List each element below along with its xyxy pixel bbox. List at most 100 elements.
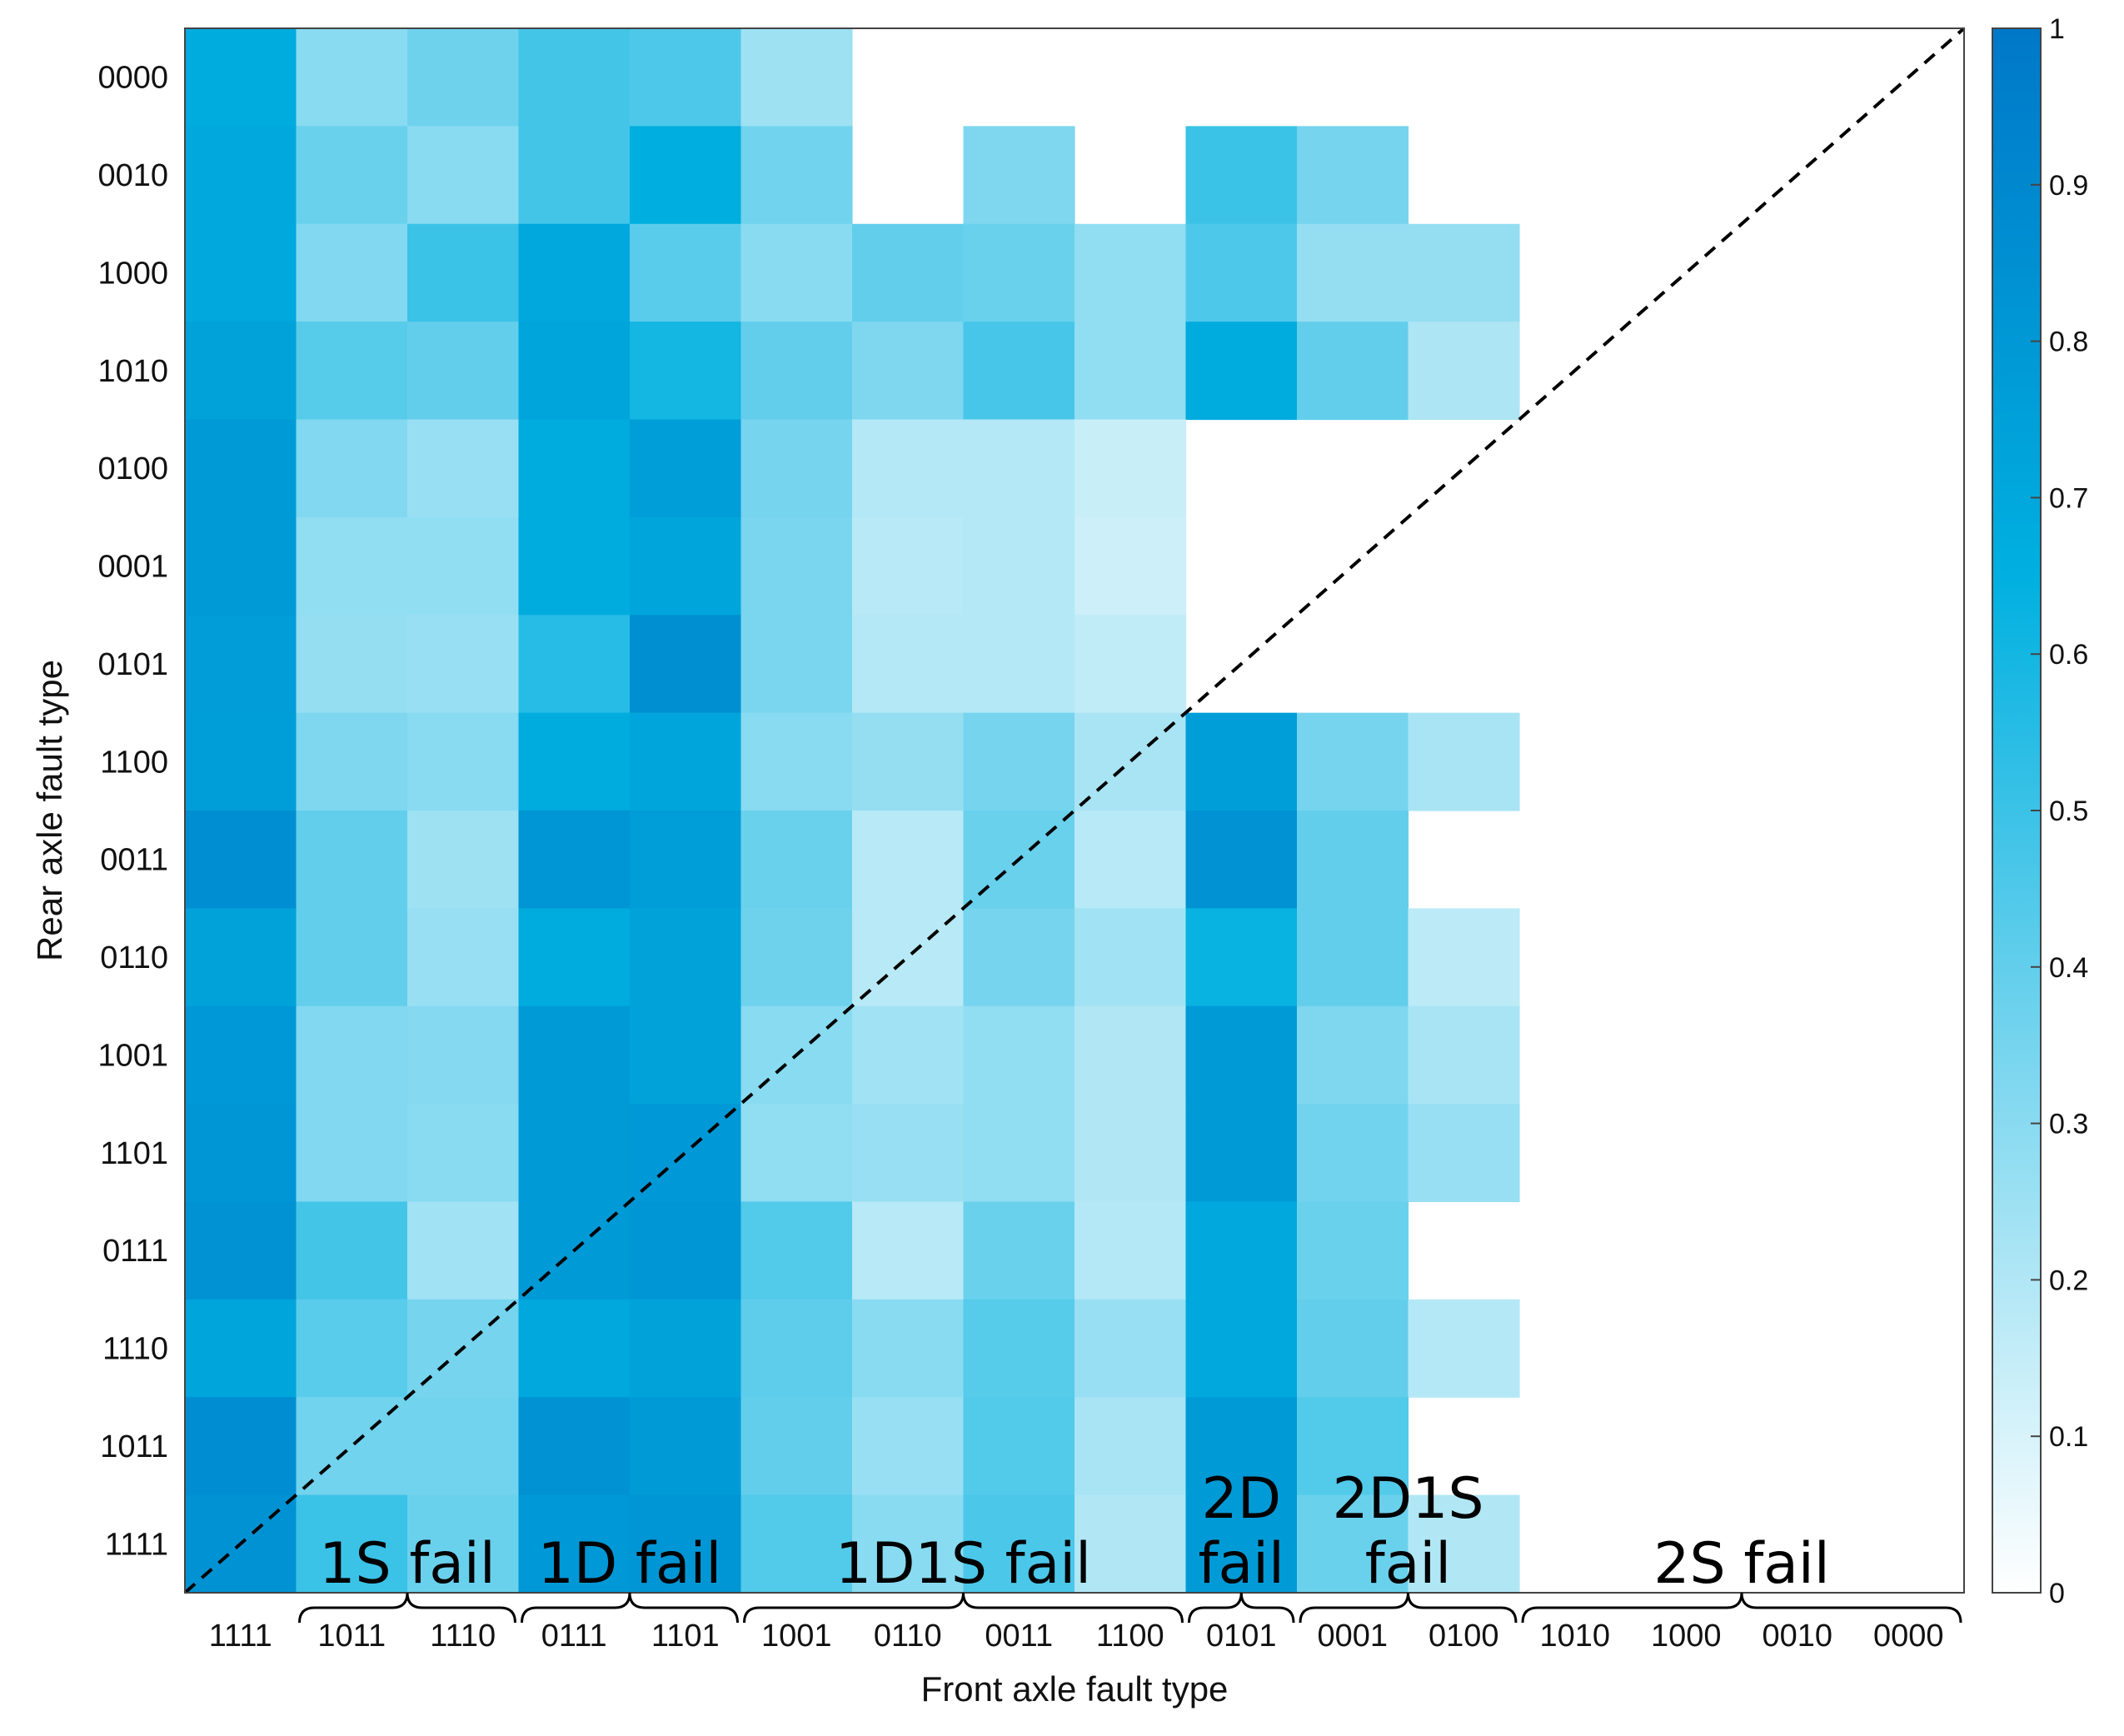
- heatmap-cell: [1408, 908, 1520, 1007]
- heatmap-cell: [852, 1299, 965, 1398]
- x-tick-label: 1010: [1539, 1619, 1610, 1654]
- colorbar-tick-label: 0.5: [2049, 796, 2088, 827]
- heatmap-cell: [185, 1005, 297, 1105]
- heatmap-cell: [1297, 1104, 1409, 1203]
- heatmap-cell: [1074, 223, 1187, 322]
- heatmap-cell: [1185, 1397, 1298, 1496]
- heatmap-cell: [296, 419, 408, 518]
- heatmap-cell: [740, 419, 853, 518]
- colorbar-tick-label: 1: [2049, 13, 2065, 45]
- heatmap-cell: [1297, 1299, 1409, 1398]
- group-brace: [1188, 1592, 1295, 1624]
- heatmap-cell: [518, 908, 631, 1007]
- heatmap-cell: [1185, 1201, 1298, 1300]
- x-tick-label: 0011: [985, 1619, 1053, 1654]
- heatmap-cell: [740, 1494, 853, 1594]
- heatmap-cell: [630, 1397, 742, 1496]
- group-brace: [298, 1592, 516, 1624]
- colorbar-tick-label: 0.7: [2049, 482, 2088, 514]
- heatmap-cell: [1408, 1299, 1520, 1398]
- x-tick-label: 0111: [541, 1619, 607, 1654]
- heatmap-cell: [740, 1201, 853, 1300]
- heatmap-cell: [407, 516, 520, 616]
- colorbar-tick-label: 0.2: [2049, 1265, 2088, 1296]
- colorbar-ticks: 0 0.1 0.2 0.3 0.4 0.5 0.6 0.7 0.8 0.9 1: [2031, 13, 2088, 1609]
- heatmap-cell: [1408, 1494, 1520, 1594]
- heatmap-cell: [185, 1299, 297, 1398]
- y-tick-label: 1101: [100, 1136, 168, 1171]
- group-brace: [743, 1592, 1184, 1624]
- group-braces: [298, 1592, 1962, 1624]
- x-tick-label: 1000: [1651, 1619, 1722, 1654]
- colorbar-tick-label: 0.9: [2049, 170, 2088, 202]
- heatmap-cell: [740, 516, 853, 616]
- heatmap-cell: [296, 615, 408, 714]
- group-brace: [1521, 1592, 1962, 1624]
- heatmap-cell: [740, 712, 853, 811]
- group-brace: [521, 1592, 739, 1624]
- heatmap-cell: [1074, 615, 1187, 714]
- x-tick-label: 1101: [651, 1619, 720, 1654]
- heatmap-cell: [185, 516, 297, 616]
- x-tick-label: 1111: [209, 1619, 272, 1654]
- colorbar-tick-label: 0.1: [2049, 1421, 2088, 1453]
- colorbar-tick-label: 0: [2049, 1578, 2065, 1609]
- heatmap-cell: [630, 811, 742, 909]
- heatmap-cell: [518, 1494, 631, 1594]
- heatmap-cell: [1074, 908, 1187, 1007]
- y-tick-label: 0101: [97, 647, 168, 682]
- heatmap-cell: [185, 811, 297, 909]
- heatmap-cell: [963, 223, 1075, 322]
- heatmap-cell: [518, 1005, 631, 1105]
- heatmap-cell: [1408, 1104, 1520, 1203]
- heatmap-cell: [1297, 126, 1409, 225]
- y-tick-label: 1110: [102, 1332, 168, 1367]
- x-tick-label: 1001: [761, 1619, 832, 1654]
- colorbar-tick-label: 0.4: [2049, 952, 2088, 984]
- heatmap-cell: [1074, 516, 1187, 616]
- heatmap-cell: [1074, 1104, 1187, 1203]
- plot-frame: [184, 27, 1965, 1594]
- heatmap-cell: [296, 908, 408, 1007]
- heatmap-cell: [518, 516, 631, 616]
- heatmap-cell: [963, 516, 1075, 616]
- group-label: 1S fail: [319, 1531, 495, 1597]
- heatmap-cell: [407, 126, 520, 225]
- heatmap-cell: [630, 223, 742, 322]
- heatmap-cell: [1074, 419, 1187, 518]
- heatmap-cell: [1185, 1005, 1298, 1105]
- heatmap-cell: [407, 322, 520, 421]
- heatmap-cell: [407, 1494, 520, 1594]
- heatmap-cell: [518, 1299, 631, 1398]
- heatmap-cell: [407, 1104, 520, 1203]
- heatmap-cell: [1297, 811, 1409, 909]
- y-tick-label: 1111: [105, 1527, 168, 1562]
- heatmap-cell: [630, 615, 742, 714]
- heatmap-cell: [185, 1397, 297, 1496]
- x-tick-label: 1110: [430, 1619, 496, 1654]
- heatmap-cell: [185, 615, 297, 714]
- heatmap-cell: [740, 1299, 853, 1398]
- heatmap-cell: [407, 1201, 520, 1300]
- y-tick-label: 0100: [97, 451, 168, 486]
- heatmap-cell: [630, 516, 742, 616]
- heatmap-cell: [963, 615, 1075, 714]
- heatmap-cell: [963, 419, 1075, 518]
- heatmap-cell: [740, 1104, 853, 1203]
- heatmap-cell: [1297, 1397, 1409, 1496]
- y-tick-label: 1000: [97, 256, 168, 291]
- heatmap-cell: [1074, 1397, 1187, 1496]
- heatmap-cell: [296, 811, 408, 909]
- heatmap-cell: [852, 1005, 965, 1105]
- y-tick-label: 1100: [100, 745, 168, 780]
- heatmap-cell: [1297, 1494, 1409, 1594]
- heatmap-cell: [185, 1201, 297, 1300]
- group-label: fail: [1199, 1531, 1284, 1597]
- heatmap-cell: [185, 28, 297, 127]
- heatmap-cell: [740, 322, 853, 421]
- heatmap-cell: [1185, 1299, 1298, 1398]
- y-tick-label: 1001: [97, 1038, 168, 1073]
- heatmap-cell: [740, 223, 853, 322]
- y-tick-label: 0011: [100, 843, 168, 878]
